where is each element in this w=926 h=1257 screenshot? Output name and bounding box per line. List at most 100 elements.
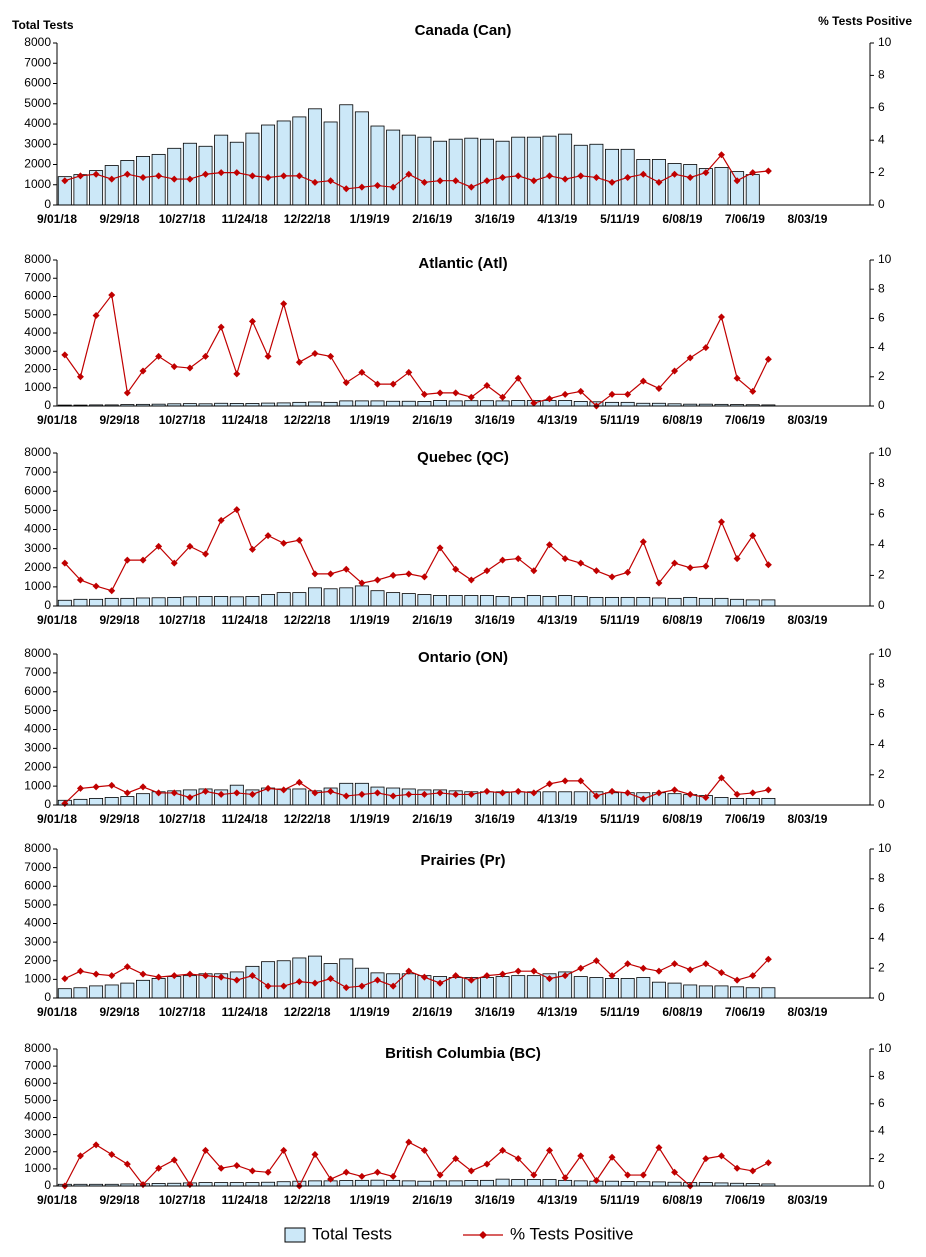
point [545, 975, 553, 983]
point [514, 1155, 522, 1163]
point [342, 792, 350, 800]
x-tick-label: 4/13/19 [537, 1005, 577, 1019]
bar [417, 1180, 432, 1187]
y2-tick-label: 6 [878, 901, 885, 915]
bar [448, 977, 463, 999]
point [311, 1150, 319, 1158]
point [608, 1153, 616, 1161]
bar [558, 791, 573, 806]
point [342, 984, 350, 992]
bar [495, 976, 510, 999]
point [108, 781, 116, 789]
x-tick-label: 9/01/18 [37, 812, 77, 826]
x-tick-label: 7/06/19 [725, 812, 765, 826]
point [280, 982, 288, 990]
y2-tick-label: 8 [878, 281, 885, 295]
bar [605, 978, 619, 999]
x-tick-label: 9/01/18 [37, 413, 77, 427]
bar [167, 596, 182, 607]
point [717, 774, 725, 782]
point [311, 349, 319, 357]
point [92, 311, 100, 319]
bar [479, 400, 494, 407]
bar [683, 984, 698, 999]
y2-tick-label: 4 [878, 737, 885, 751]
x-tick-label: 9/29/18 [100, 413, 140, 427]
bar [229, 971, 244, 999]
y2-tick-label: 10 [878, 445, 892, 459]
point [280, 172, 288, 180]
point [186, 175, 194, 183]
point [561, 972, 569, 980]
x-tick-label: 10/27/18 [159, 1005, 206, 1019]
y-tick-label: 7000 [24, 665, 51, 679]
point [624, 960, 632, 968]
point [374, 380, 382, 388]
x-tick-label: 1/19/19 [350, 812, 390, 826]
y-tick-label: 5000 [24, 1093, 51, 1107]
bar [417, 594, 432, 607]
x-tick-label: 2/16/19 [412, 613, 452, 627]
y2-tick-label: 2 [878, 369, 885, 383]
y-tick-label: 3000 [24, 136, 51, 150]
y-tick-label: 6000 [24, 76, 51, 90]
bar [620, 596, 635, 607]
y2-tick-label: 2 [878, 767, 885, 781]
point [499, 970, 507, 978]
x-tick-label: 4/13/19 [537, 812, 577, 826]
point [717, 151, 725, 159]
bar [73, 987, 88, 999]
bar [386, 129, 401, 206]
point [108, 175, 116, 183]
bar [151, 153, 166, 206]
point [389, 380, 397, 388]
point [155, 172, 163, 180]
bar [89, 598, 104, 607]
bar [57, 988, 72, 999]
bar [714, 597, 729, 607]
point [311, 979, 319, 987]
bar [151, 978, 166, 999]
point [202, 972, 210, 980]
x-tick-label: 1/19/19 [350, 1005, 390, 1019]
bar [417, 401, 432, 407]
bar [589, 596, 604, 607]
bar [198, 1182, 213, 1187]
x-tick-label: 3/16/19 [475, 413, 515, 427]
point [217, 169, 225, 177]
bar [292, 116, 307, 206]
y2-tick-label: 0 [878, 398, 885, 412]
x-tick-label: 12/22/18 [284, 1193, 331, 1207]
bar [182, 975, 197, 999]
bar [261, 594, 276, 607]
bar [401, 593, 416, 607]
bar [120, 160, 135, 206]
y2-tick-label: 10 [878, 252, 892, 266]
point [311, 570, 319, 578]
point [405, 967, 413, 975]
y2-tick-label: 10 [878, 646, 892, 660]
point [295, 536, 303, 544]
point [420, 1146, 428, 1154]
bar [104, 165, 119, 206]
point [76, 172, 84, 180]
point [76, 1152, 84, 1160]
point [155, 973, 163, 981]
bar [464, 595, 479, 607]
point [749, 169, 757, 177]
y-tick-label: 7000 [24, 270, 51, 284]
x-tick-label: 2/16/19 [412, 812, 452, 826]
bar [464, 1180, 479, 1187]
point [374, 576, 382, 584]
bar [401, 134, 416, 206]
point [155, 1164, 163, 1172]
point [327, 177, 335, 185]
bar [495, 140, 510, 206]
x-tick-label: 10/27/18 [159, 413, 206, 427]
bar [308, 1180, 322, 1187]
bar [339, 1180, 354, 1187]
bar [292, 788, 307, 806]
bar [511, 400, 526, 407]
point [483, 567, 491, 575]
point [467, 393, 475, 401]
